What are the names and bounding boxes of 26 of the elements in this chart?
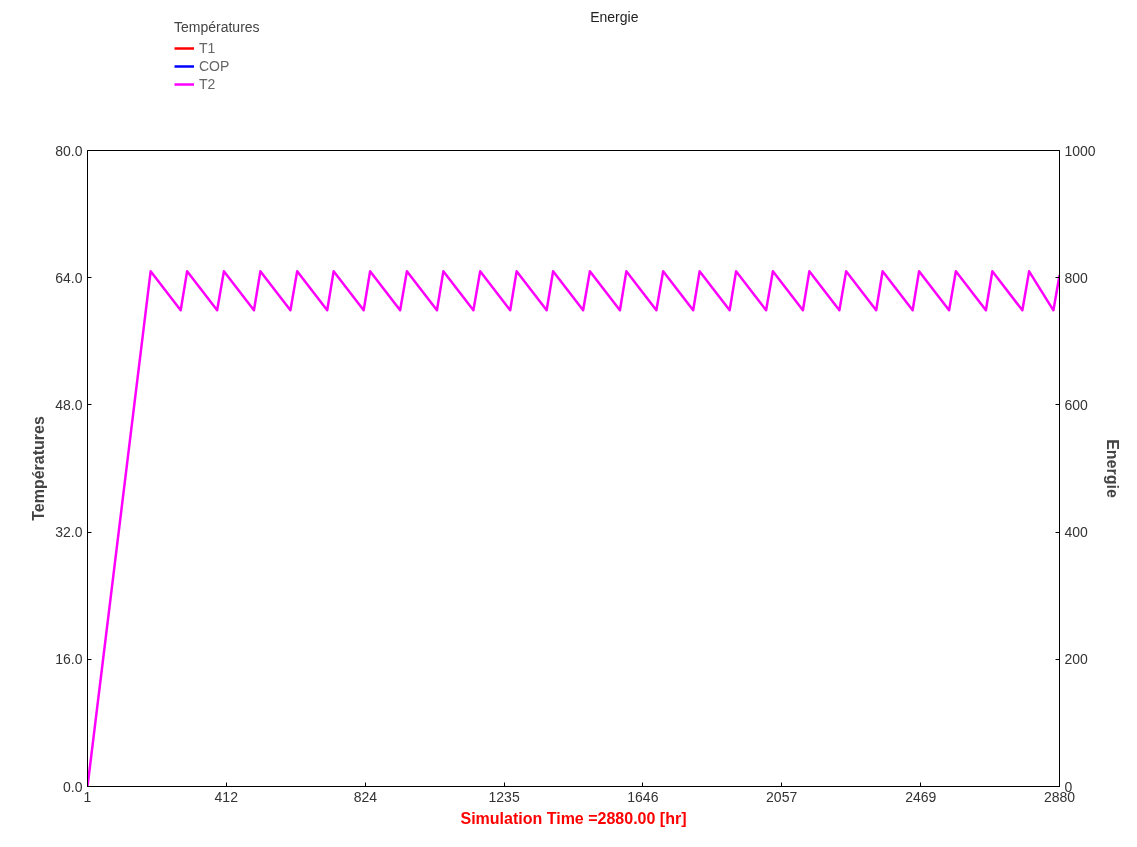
y2-tick-label: 1000 [1064,142,1096,159]
y2-tick-label: 600 [1064,396,1089,413]
y-axis-title: Températures [30,416,48,521]
x-tick-label: 412 [214,788,239,805]
text: Energie [590,8,639,25]
legend-label: T1 [199,40,217,56]
x-tick-label: 1 [83,788,92,805]
x-tick-label: 1646 [627,788,659,805]
y2-tick-label: 200 [1064,651,1089,668]
y-tick-label: 32.0 [55,524,83,541]
legend-title: Températures [174,19,260,35]
x-tick-label: 2469 [905,788,937,805]
x-tick-label: 2057 [766,788,798,805]
y-tick-label: 80.0 [55,142,83,159]
y-tick-label: 48.0 [55,396,83,413]
y2-tick-label: 400 [1064,524,1089,541]
legend-label: COP [199,58,230,74]
y2-axis-title: Energie [1103,439,1121,498]
y-tick-label: 16.0 [55,651,83,668]
x-axis-title: Simulation Time =2880.00 [hr] [460,809,687,827]
y-tick-label: 64.0 [55,269,83,286]
y-tick-label: 0.0 [63,778,83,795]
x-tick-label: 824 [353,788,378,805]
x-tick-label: 1235 [488,788,520,805]
legend-label: T2 [199,76,217,92]
y2-tick-label: 800 [1064,269,1089,286]
